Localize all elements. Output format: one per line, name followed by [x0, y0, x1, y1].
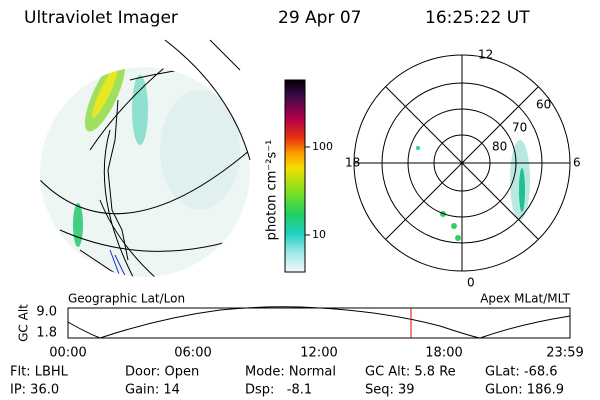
info-field: Dsp: -8.1 [245, 383, 312, 398]
plot-right-label: Apex MLat/MLT [480, 292, 570, 306]
plot-xtick: 06:00 [174, 346, 211, 361]
altitude-curve [67, 306, 571, 339]
colorbar [284, 79, 306, 273]
plot-xtick: 23:59 [546, 346, 583, 361]
info-field: IP: 36.0 [10, 383, 59, 398]
lat-label: 60 [536, 98, 551, 112]
polar-plot [353, 54, 571, 272]
title: Ultraviolet Imager [24, 8, 178, 28]
lat-label: 70 [512, 121, 527, 135]
plot-left-label: Geographic Lat/Lon [68, 292, 185, 306]
uv-image [40, 67, 250, 277]
colorbar-tick-label: 10 [312, 228, 326, 241]
info: Flt: LBHL IP: 36.0 Door: Open Gain: 14 Mode:… [10, 365, 564, 398]
info-field: GLon: 186.9 [485, 383, 564, 398]
colorbar-label: photon cm⁻²s⁻¹ [265, 140, 280, 241]
lat-label: 80 [492, 140, 507, 154]
info-field: Seq: 39 [365, 383, 415, 398]
plot-xtick: 12:00 [300, 346, 337, 361]
info-field: GLat: -68.6 [485, 365, 558, 380]
plot-ytick: 9.0 [36, 305, 57, 320]
plot-xtick: 18:00 [425, 346, 462, 361]
info-field: Flt: LBHL [10, 365, 69, 380]
plot-ytick: 1.8 [36, 326, 57, 341]
hour-label: 0 [467, 276, 475, 290]
info-field: Mode: Normal [245, 365, 336, 380]
plot-y-label: GC Alt [17, 304, 31, 342]
colorbar-tick-label: 100 [312, 140, 333, 153]
grid-arc [164, 39, 251, 161]
time: 16:25:22 UT [425, 8, 530, 28]
hour-label: 6 [573, 156, 581, 170]
info-field: GC Alt: 5.8 Re [365, 365, 456, 380]
info-field: Door: Open [125, 365, 199, 380]
info-field: Gain: 14 [125, 383, 180, 398]
plot-xtick: 00:00 [49, 346, 86, 361]
hour-label: 12 [478, 48, 493, 62]
date: 29 Apr 07 [278, 8, 361, 28]
hour-label: 18 [345, 156, 360, 170]
